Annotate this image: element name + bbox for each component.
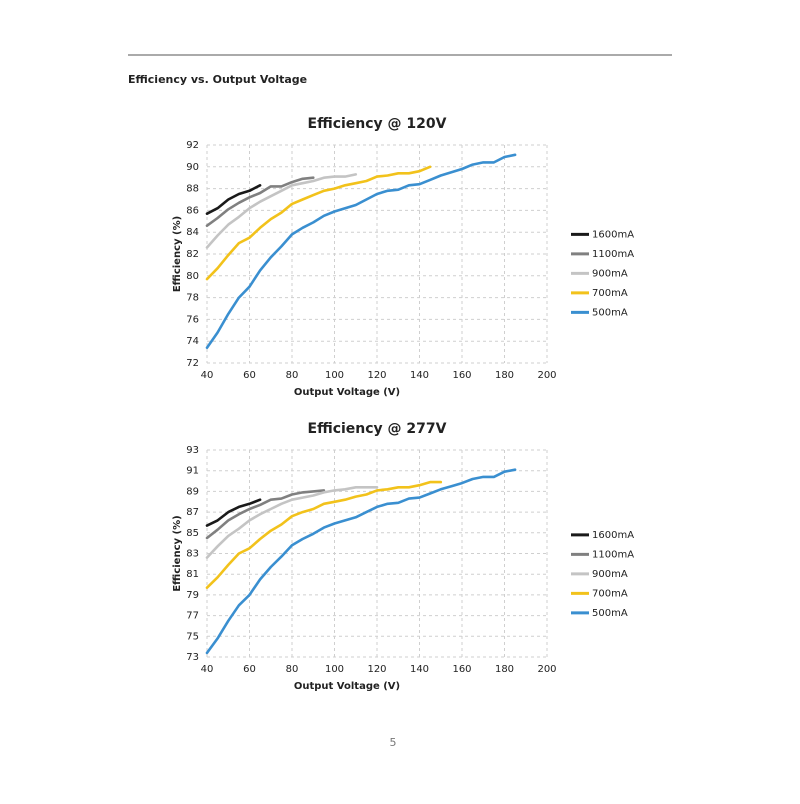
y-tick-label: 88 bbox=[186, 184, 199, 195]
series-line bbox=[205, 184, 262, 215]
y-tick-label: 85 bbox=[186, 528, 199, 539]
series-line bbox=[205, 486, 379, 559]
x-tick-label: 180 bbox=[495, 370, 514, 381]
y-tick-label: 89 bbox=[186, 486, 199, 497]
x-tick-label: 40 bbox=[201, 664, 214, 675]
y-tick-label: 80 bbox=[186, 271, 199, 282]
x-tick-label: 40 bbox=[201, 370, 214, 381]
series-line bbox=[205, 480, 443, 589]
series-line bbox=[205, 468, 517, 655]
y-tick-label: 93 bbox=[186, 445, 199, 456]
series-line bbox=[205, 165, 432, 281]
x-tick-label: 160 bbox=[452, 370, 471, 381]
y-tick-label: 87 bbox=[186, 507, 199, 518]
y-tick-label: 90 bbox=[186, 162, 199, 173]
x-tick-label: 120 bbox=[367, 664, 386, 675]
x-tick-label: 140 bbox=[410, 664, 429, 675]
series-line bbox=[205, 489, 326, 540]
section-title: Efficiency vs. Output Voltage bbox=[128, 73, 307, 86]
legend-label: 900mA bbox=[592, 268, 628, 279]
legend-label: 500mA bbox=[592, 608, 628, 619]
x-axis-label: Output Voltage (V) bbox=[294, 387, 400, 398]
x-tick-label: 80 bbox=[286, 370, 299, 381]
y-tick-label: 73 bbox=[186, 652, 199, 663]
y-tick-label: 76 bbox=[186, 314, 199, 325]
series-line bbox=[205, 176, 315, 227]
x-tick-label: 160 bbox=[452, 664, 471, 675]
legend-label: 1600mA bbox=[592, 229, 634, 240]
y-tick-label: 82 bbox=[186, 249, 199, 260]
y-axis-label: Efficiency (%) bbox=[172, 515, 183, 591]
x-tick-label: 60 bbox=[243, 664, 256, 675]
y-tick-label: 79 bbox=[186, 590, 199, 601]
x-tick-label: 120 bbox=[367, 370, 386, 381]
y-tick-label: 78 bbox=[186, 293, 199, 304]
x-tick-label: 100 bbox=[325, 370, 344, 381]
y-tick-label: 74 bbox=[186, 336, 199, 347]
x-tick-label: 200 bbox=[537, 664, 556, 675]
series-line bbox=[205, 498, 262, 527]
y-tick-label: 91 bbox=[186, 466, 199, 477]
y-tick-label: 81 bbox=[186, 569, 199, 580]
x-tick-label: 140 bbox=[410, 370, 429, 381]
chart-title: Efficiency @ 277V bbox=[308, 421, 447, 437]
x-tick-label: 180 bbox=[495, 664, 514, 675]
x-tick-label: 80 bbox=[286, 664, 299, 675]
x-tick-label: 200 bbox=[537, 370, 556, 381]
legend-label: 700mA bbox=[592, 588, 628, 599]
x-tick-label: 100 bbox=[325, 664, 344, 675]
y-tick-label: 75 bbox=[186, 631, 199, 642]
series-line bbox=[205, 173, 358, 249]
series-line bbox=[205, 153, 517, 349]
y-axis-label: Efficiency (%) bbox=[172, 216, 183, 292]
y-tick-label: 86 bbox=[186, 205, 199, 216]
page-number: 5 bbox=[390, 736, 397, 749]
y-tick-label: 92 bbox=[186, 140, 199, 151]
y-tick-label: 77 bbox=[186, 611, 199, 622]
legend-label: 1100mA bbox=[592, 249, 634, 260]
chart-title: Efficiency @ 120V bbox=[308, 116, 447, 132]
legend-label: 1600mA bbox=[592, 530, 634, 541]
y-tick-label: 84 bbox=[186, 227, 199, 238]
x-tick-label: 60 bbox=[243, 370, 256, 381]
legend-label: 500mA bbox=[592, 307, 628, 318]
legend-label: 700mA bbox=[592, 288, 628, 299]
legend-label: 900mA bbox=[592, 569, 628, 580]
legend-label: 1100mA bbox=[592, 549, 634, 560]
x-axis-label: Output Voltage (V) bbox=[294, 681, 400, 692]
y-tick-label: 72 bbox=[186, 358, 199, 369]
y-tick-label: 83 bbox=[186, 549, 199, 560]
